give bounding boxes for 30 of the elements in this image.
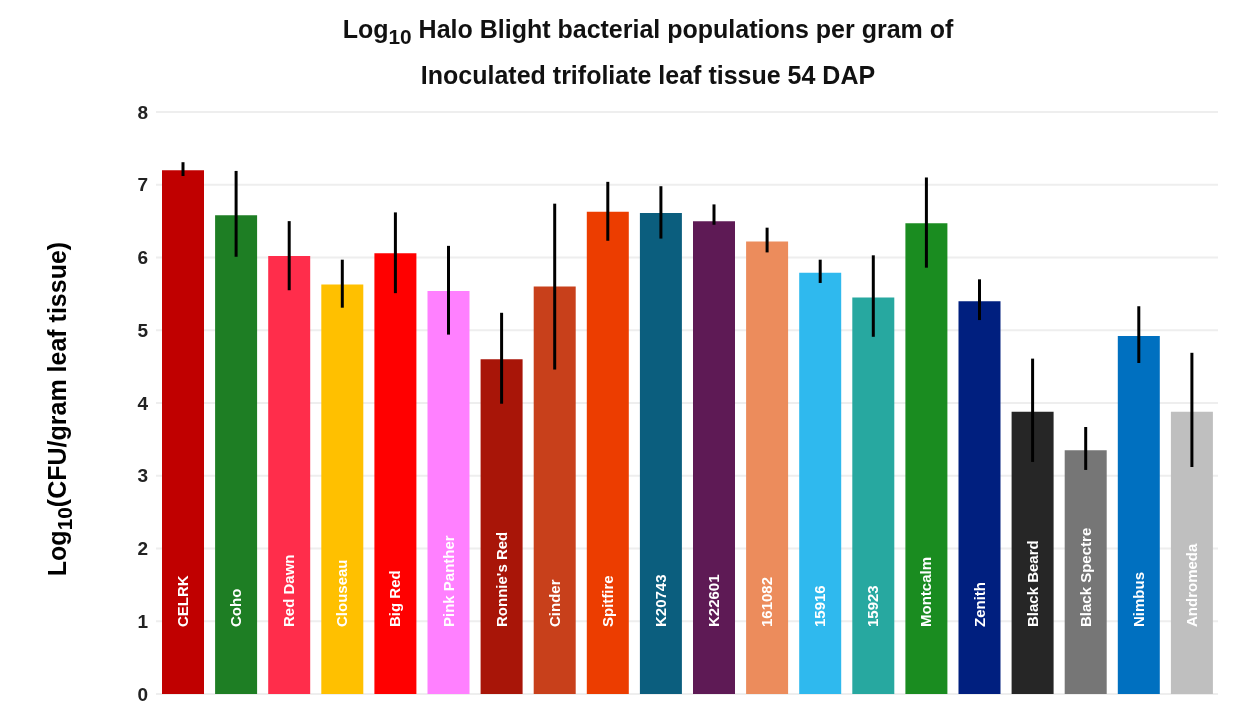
x-tick-label: Cinder: [545, 579, 563, 627]
x-tick-label: Pink Panther: [439, 535, 457, 627]
x-tick-label: Big Red: [386, 570, 404, 627]
x-tick-label: Black Beard: [1023, 540, 1041, 627]
y-tick-label: 3: [137, 465, 148, 487]
y-tick-label: 7: [137, 174, 148, 196]
y-tick-label: 1: [137, 610, 149, 632]
x-tick-label: Nimbus: [1129, 571, 1147, 627]
y-tick-label: 5: [137, 319, 149, 341]
y-tick-label: 2: [137, 538, 148, 560]
x-tick-label: Zenith: [970, 582, 988, 627]
x-tick-label: Red Dawn: [280, 554, 298, 627]
y-tick-label: 6: [137, 247, 148, 269]
x-tick-label: K22601: [705, 574, 723, 627]
chart-title: Log$_{10}$ Halo Blight bacterial populations per gram of Inoculated trifoliate leaf tissue 54 DAP: [341, 14, 955, 91]
x-tick-label: CELRK: [174, 575, 192, 627]
x-tick-label: Black Spectre: [1076, 527, 1094, 627]
x-tick-label: K20743: [651, 574, 669, 627]
x-tick-label: Coho: [227, 588, 245, 627]
x-tick-label: 15916: [811, 585, 829, 627]
x-tick-label: Ronnie's Red: [492, 531, 510, 627]
x-tick-label: Clouseau: [333, 559, 351, 627]
y-tick-label: 4: [137, 392, 149, 414]
y-tick-label: 0: [137, 683, 148, 705]
x-tick-label: Montcalm: [917, 556, 935, 627]
x-tick-label: Spitfire: [598, 575, 616, 627]
x-tick-label: 161082: [758, 576, 776, 627]
x-tick-label: 15923: [864, 585, 882, 627]
x-tick-label: Andromeda: [1182, 543, 1200, 627]
y-tick-label: 8: [137, 101, 148, 123]
